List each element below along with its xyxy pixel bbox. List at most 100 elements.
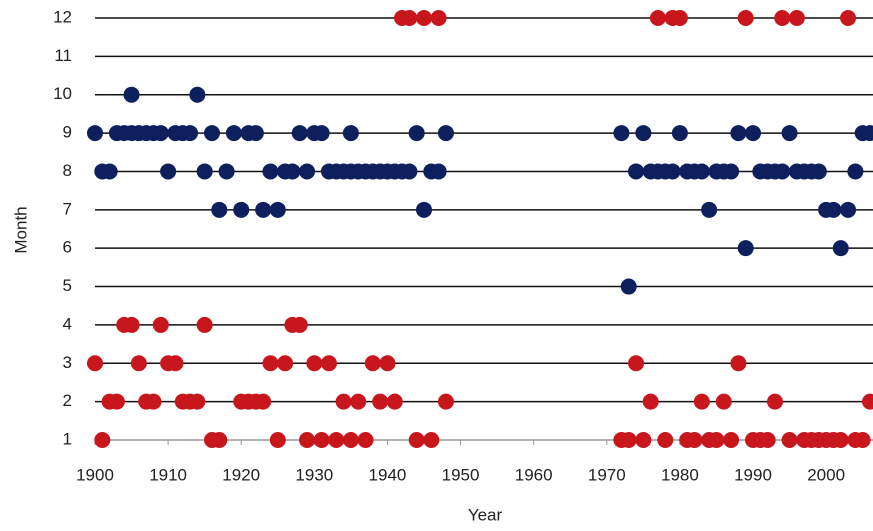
point <box>277 355 294 372</box>
point <box>686 432 703 448</box>
point <box>313 432 330 448</box>
point <box>730 355 747 372</box>
y-tick-label: 10 <box>53 84 72 103</box>
point <box>189 86 206 103</box>
y-tick-label: 12 <box>53 7 72 26</box>
x-tick-label: 2000 <box>807 465 845 484</box>
point <box>671 10 688 26</box>
y-tick-label: 11 <box>54 46 72 65</box>
point <box>701 201 718 218</box>
point <box>320 355 337 372</box>
point <box>671 125 688 142</box>
point <box>745 125 762 142</box>
point <box>401 163 418 180</box>
point <box>693 163 710 180</box>
point <box>218 163 235 180</box>
point <box>628 355 645 372</box>
point <box>167 355 184 372</box>
point <box>152 125 169 142</box>
point <box>291 125 308 142</box>
point <box>693 393 710 410</box>
point <box>620 432 637 448</box>
point <box>854 432 871 448</box>
point <box>657 432 674 448</box>
point <box>211 201 228 218</box>
point <box>840 10 857 26</box>
point <box>401 10 418 26</box>
point <box>335 393 352 410</box>
point <box>437 393 454 410</box>
point <box>781 125 798 142</box>
point <box>342 125 359 142</box>
point <box>152 316 169 333</box>
y-tick-label: 1 <box>63 429 72 448</box>
point <box>196 316 213 333</box>
point <box>628 163 645 180</box>
point <box>635 125 652 142</box>
point <box>87 125 103 142</box>
x-axis-label: Year <box>468 505 503 524</box>
point <box>306 355 323 372</box>
y-tick-label: 4 <box>63 314 72 333</box>
point <box>423 432 440 448</box>
point <box>759 432 776 448</box>
point <box>203 125 220 142</box>
point <box>723 432 740 448</box>
point <box>430 10 447 26</box>
point <box>269 432 286 448</box>
y-tick-label: 9 <box>63 123 72 142</box>
point <box>233 201 250 218</box>
point <box>372 393 389 410</box>
point <box>664 163 681 180</box>
point <box>862 393 873 410</box>
point <box>416 201 433 218</box>
x-tick-label: 1930 <box>295 465 333 484</box>
point <box>620 278 637 295</box>
point <box>342 432 359 448</box>
point <box>364 355 381 372</box>
point <box>862 125 873 142</box>
point <box>225 125 242 142</box>
point <box>788 10 805 26</box>
point <box>299 432 316 448</box>
y-tick-label: 2 <box>63 391 72 410</box>
x-tick-label: 1950 <box>442 465 480 484</box>
point <box>437 125 454 142</box>
point <box>357 432 374 448</box>
y-axis-label: Month <box>11 206 30 253</box>
x-tick-label: 1960 <box>515 465 553 484</box>
point <box>430 163 447 180</box>
x-tick-label: 1970 <box>588 465 626 484</box>
point <box>211 432 228 448</box>
point <box>737 240 754 257</box>
point <box>840 201 857 218</box>
point <box>649 10 666 26</box>
x-tick-label: 1910 <box>149 465 187 484</box>
point <box>613 125 630 142</box>
point <box>408 125 425 142</box>
x-tick-label: 1940 <box>369 465 407 484</box>
point <box>182 125 199 142</box>
point <box>255 201 272 218</box>
point <box>145 393 162 410</box>
point <box>255 393 272 410</box>
point <box>123 316 140 333</box>
point <box>262 163 279 180</box>
point <box>269 201 286 218</box>
point <box>832 240 849 257</box>
point <box>642 393 659 410</box>
point <box>715 393 732 410</box>
point <box>730 125 747 142</box>
y-tick-label: 7 <box>63 199 72 218</box>
point <box>774 10 791 26</box>
y-tick-label: 5 <box>63 276 72 295</box>
y-tick-label: 3 <box>63 353 72 372</box>
point <box>350 393 367 410</box>
point <box>313 125 330 142</box>
point <box>160 163 177 180</box>
point <box>284 163 301 180</box>
x-tick-label: 1900 <box>76 465 114 484</box>
point <box>408 432 425 448</box>
point <box>774 163 791 180</box>
